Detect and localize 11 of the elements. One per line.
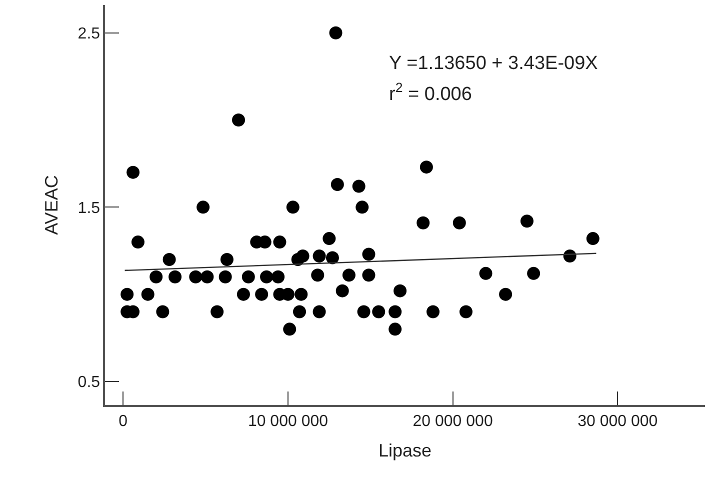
y-axis-title: AVEAC <box>42 175 62 235</box>
y-tick-label: 0.5 <box>78 374 100 392</box>
y-tick-label: 2.5 <box>78 25 100 42</box>
x-tick-label: 0 <box>118 412 128 430</box>
x-tick-label: 10 000 000 <box>248 412 328 430</box>
x-axis-title: Lipase <box>378 440 432 461</box>
x-tick-label: 30 000 000 <box>578 412 658 430</box>
y-tick-label: 1.5 <box>78 200 100 217</box>
annotation: Y =1.13650 + 3.43E-09X <box>389 53 598 74</box>
annotation: r$^{2}$ = 0.006 <box>389 80 472 105</box>
x-tick-label: 20 000 000 <box>412 412 493 430</box>
